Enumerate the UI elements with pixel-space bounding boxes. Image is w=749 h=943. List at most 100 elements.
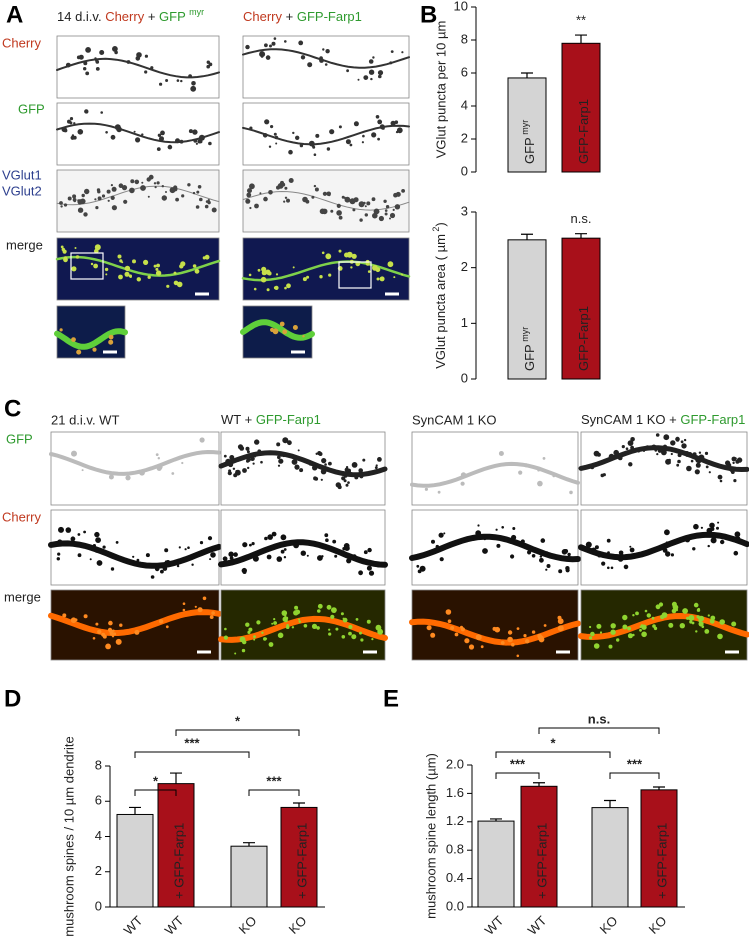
spine (511, 642, 515, 647)
spine (77, 199, 80, 202)
spine (70, 135, 75, 140)
spine (263, 637, 267, 641)
spine (160, 130, 165, 136)
spine (249, 543, 252, 547)
spine (223, 454, 227, 458)
spine (108, 334, 114, 340)
spine (370, 77, 373, 81)
spine (672, 605, 676, 608)
spine (711, 537, 716, 541)
spine (284, 40, 287, 43)
significance-bracket (609, 772, 660, 779)
dendrite (218, 450, 388, 478)
spine (191, 81, 196, 86)
spine (341, 635, 346, 639)
spine (368, 59, 374, 64)
spine (621, 445, 625, 449)
spine (328, 628, 331, 631)
micrograph (242, 237, 410, 301)
spine (731, 456, 737, 462)
spine (439, 557, 444, 562)
spine (360, 638, 364, 642)
spine (633, 449, 637, 453)
x-tick-label: KO (597, 913, 621, 937)
spine (166, 284, 170, 288)
spine (693, 523, 699, 530)
spine (279, 321, 285, 327)
spine (261, 631, 264, 634)
spine (81, 469, 84, 472)
spine (154, 566, 160, 572)
spine (204, 204, 209, 209)
spine (266, 288, 270, 292)
spine (143, 259, 149, 265)
spine (719, 479, 723, 483)
spine (333, 610, 336, 613)
spine (641, 631, 647, 638)
spine (421, 567, 425, 572)
spine (132, 555, 135, 558)
spine (375, 464, 378, 467)
spine (144, 54, 148, 58)
spine (366, 201, 371, 206)
spine (460, 472, 467, 478)
spine (188, 129, 193, 134)
spine (282, 329, 288, 335)
bar (116, 813, 154, 908)
spine (665, 541, 669, 544)
spine (273, 621, 277, 625)
spine (106, 189, 111, 194)
spine (124, 265, 131, 272)
spine (352, 208, 356, 212)
spine (351, 253, 357, 259)
spine (326, 147, 331, 151)
spine (319, 275, 323, 279)
spine (688, 614, 695, 621)
spine (344, 467, 349, 472)
spine (77, 207, 84, 213)
spine (156, 263, 161, 268)
spine (242, 570, 247, 574)
spine (93, 263, 98, 269)
error-bar (521, 233, 533, 240)
spine (67, 196, 72, 201)
spine (518, 470, 523, 475)
y-tick-label: 8 (95, 757, 102, 772)
spine (308, 140, 315, 147)
spine (150, 575, 155, 579)
spine (89, 558, 92, 561)
significance: * (235, 713, 241, 728)
x-tick-label: WT (121, 913, 146, 938)
dendrite (55, 255, 221, 277)
spine (696, 608, 701, 612)
spine (340, 612, 344, 616)
spine (188, 74, 193, 78)
dendrite (48, 609, 222, 636)
spine (233, 552, 238, 557)
spine (719, 465, 723, 469)
spine (303, 624, 308, 628)
spine (431, 539, 435, 544)
spine (95, 537, 101, 543)
spine (173, 187, 178, 192)
spine (159, 82, 163, 86)
row-label: VGlut1 (2, 167, 42, 182)
spine (206, 60, 210, 64)
spine (257, 268, 261, 272)
spine (670, 553, 675, 557)
spine (77, 533, 81, 536)
spine (661, 612, 668, 618)
spine (670, 440, 676, 446)
spine (71, 266, 77, 272)
x-tick-label: WT (162, 913, 187, 938)
spine (524, 463, 529, 468)
bar (561, 237, 601, 380)
spine (265, 55, 271, 60)
spine (442, 548, 445, 551)
spine (135, 137, 141, 143)
spine (343, 479, 347, 483)
spine (288, 178, 294, 183)
spine (322, 191, 327, 196)
spine (211, 611, 215, 615)
spine (460, 481, 465, 486)
